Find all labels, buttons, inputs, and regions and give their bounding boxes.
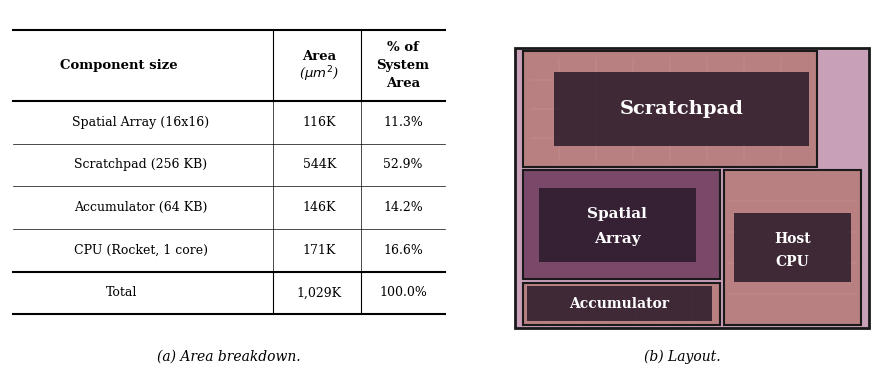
- FancyBboxPatch shape: [554, 72, 809, 146]
- Text: 16.6%: 16.6%: [383, 244, 423, 257]
- Text: 544K: 544K: [303, 158, 336, 172]
- Text: Area: Area: [303, 50, 336, 63]
- Text: Component size: Component size: [61, 59, 178, 72]
- Text: % of: % of: [387, 41, 419, 55]
- Text: Array: Array: [595, 232, 641, 246]
- FancyBboxPatch shape: [724, 170, 862, 325]
- Text: 14.2%: 14.2%: [383, 201, 423, 214]
- Text: Accumulator (64 KB): Accumulator (64 KB): [74, 201, 207, 214]
- Text: 11.3%: 11.3%: [383, 116, 423, 129]
- Text: 1,029K: 1,029K: [296, 286, 342, 300]
- Text: Scratchpad (256 KB): Scratchpad (256 KB): [75, 158, 207, 172]
- FancyBboxPatch shape: [538, 188, 696, 262]
- FancyBboxPatch shape: [527, 286, 712, 321]
- Text: Spatial Array (16x16): Spatial Array (16x16): [72, 116, 209, 129]
- FancyBboxPatch shape: [522, 51, 817, 167]
- Text: 171K: 171K: [303, 244, 336, 257]
- Text: Spatial: Spatial: [587, 207, 647, 221]
- Text: ($\mu m^2$): ($\mu m^2$): [299, 64, 339, 84]
- Text: 52.9%: 52.9%: [384, 158, 423, 172]
- Text: Accumulator: Accumulator: [570, 297, 669, 311]
- Text: 116K: 116K: [303, 116, 336, 129]
- FancyBboxPatch shape: [522, 170, 720, 279]
- Text: Host: Host: [774, 232, 811, 246]
- FancyBboxPatch shape: [522, 283, 720, 325]
- Text: CPU (Rocket, 1 core): CPU (Rocket, 1 core): [74, 244, 208, 257]
- FancyBboxPatch shape: [734, 213, 851, 282]
- Text: Area: Area: [386, 76, 420, 90]
- Text: CPU: CPU: [776, 255, 810, 269]
- Text: System: System: [376, 59, 430, 72]
- Text: 146K: 146K: [303, 201, 336, 214]
- Text: (a) Area breakdown.: (a) Area breakdown.: [158, 349, 301, 363]
- Text: Scratchpad: Scratchpad: [620, 100, 744, 118]
- Text: (b) Layout.: (b) Layout.: [643, 349, 720, 363]
- Text: 100.0%: 100.0%: [379, 286, 427, 300]
- FancyBboxPatch shape: [514, 48, 870, 328]
- Text: Total: Total: [106, 286, 137, 300]
